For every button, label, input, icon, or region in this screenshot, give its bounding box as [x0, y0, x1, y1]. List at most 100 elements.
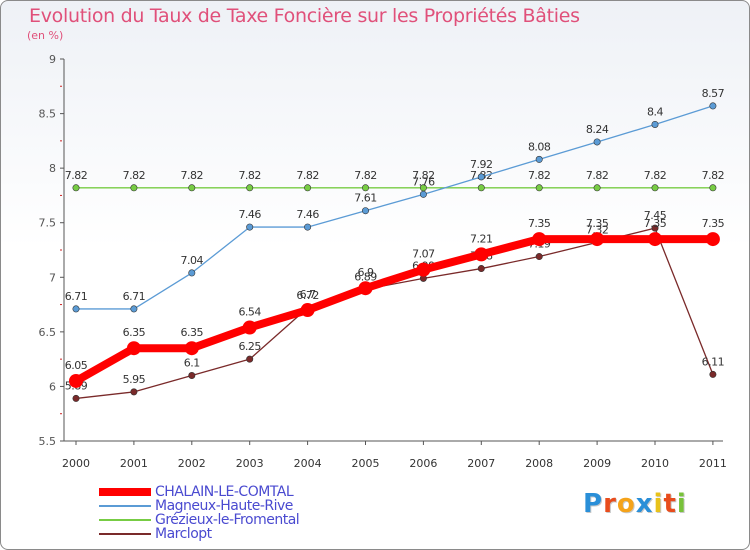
- logo-letter: P: [583, 489, 604, 519]
- logo-letter: o: [616, 489, 636, 519]
- data-label: 7.35: [702, 217, 725, 230]
- y-tick-label: 8.5: [39, 108, 57, 121]
- x-tick-label: 2011: [699, 457, 727, 470]
- x-tick-label: 2010: [641, 457, 669, 470]
- data-point: [242, 320, 257, 335]
- data-label: 7.07: [412, 248, 435, 261]
- data-point: [477, 184, 485, 192]
- x-tick-label: 2006: [409, 457, 437, 470]
- y-tick-label: 8: [49, 162, 56, 175]
- data-label: 8.08: [528, 140, 551, 153]
- data-point: [300, 303, 315, 318]
- series-line-1: [76, 105, 714, 310]
- data-point: [188, 269, 196, 277]
- data-label: 7.82: [65, 169, 88, 182]
- y-tick-label: 6.5: [39, 326, 57, 339]
- data-label: 7.82: [354, 169, 377, 182]
- data-point: [246, 223, 254, 231]
- data-label: 7.45: [644, 209, 667, 222]
- data-point: [651, 224, 659, 232]
- data-label: 7.82: [296, 169, 319, 182]
- data-label: 7.61: [354, 192, 377, 205]
- data-point: [416, 262, 431, 277]
- data-point: [130, 184, 138, 192]
- data-point: [709, 370, 717, 378]
- data-point: [477, 173, 485, 181]
- legend-label-grezieux: Grézieux-le-Fromental: [155, 512, 300, 528]
- data-point: [709, 102, 717, 110]
- x-tick-label: 2007: [467, 457, 495, 470]
- data-label: 6.71: [123, 290, 146, 303]
- logo-letter: x: [635, 489, 654, 519]
- legend-swatch-magneux: [99, 505, 151, 507]
- data-label: 8.24: [586, 123, 609, 136]
- data-point: [361, 207, 369, 215]
- y-tick-label: 7.5: [39, 217, 57, 230]
- data-point: [69, 373, 83, 388]
- data-label: 7.46: [238, 208, 261, 221]
- data-label: 6.05: [65, 359, 88, 372]
- proxiti-logo: Proxiti: [583, 489, 687, 519]
- data-label: 7.82: [181, 169, 204, 182]
- data-label: 7.82: [412, 169, 435, 182]
- data-point: [188, 184, 196, 192]
- data-point: [72, 184, 80, 192]
- data-point: [130, 305, 138, 313]
- data-label: 7.35: [528, 217, 551, 230]
- x-tick-label: 2004: [294, 457, 322, 470]
- data-label: 6.1: [184, 357, 200, 370]
- data-label: 6.11: [702, 355, 725, 368]
- data-point: [705, 232, 720, 247]
- y-tick-label: 9: [49, 53, 56, 66]
- data-label: 7.82: [702, 169, 725, 182]
- data-point: [304, 223, 312, 231]
- y-tick-label: 7: [49, 271, 56, 284]
- y-tick-label: 6: [49, 380, 56, 393]
- data-label: 6.35: [181, 326, 204, 339]
- x-tick-label: 2005: [352, 457, 380, 470]
- data-label: 7.21: [470, 232, 493, 245]
- data-label: 6.54: [238, 305, 261, 318]
- data-label: 7.32: [586, 223, 609, 236]
- data-label: 6.89: [354, 270, 377, 283]
- chart-title: Evolution du Taux de Taxe Foncière sur l…: [29, 5, 580, 27]
- data-label: 7.82: [123, 169, 146, 182]
- data-label: 6.71: [65, 290, 88, 303]
- y-tick-label: 5.5: [39, 435, 57, 448]
- data-label: 7.46: [296, 208, 319, 221]
- data-point: [532, 232, 547, 247]
- x-tick-label: 2008: [525, 457, 553, 470]
- legend-swatch-chalain: [99, 488, 151, 496]
- data-label: 7.04: [181, 254, 204, 267]
- x-tick-label: 2003: [236, 457, 264, 470]
- data-point: [246, 355, 254, 363]
- data-point: [535, 253, 543, 261]
- data-point: [304, 184, 312, 192]
- data-label: 7.82: [238, 169, 261, 182]
- data-point: [184, 341, 199, 356]
- data-label: 8.4: [647, 105, 663, 118]
- legend-label-marclopt: Marclopt: [155, 526, 212, 542]
- data-point: [361, 184, 369, 192]
- data-label: 7.82: [644, 169, 667, 182]
- data-label: 7.35: [586, 217, 609, 230]
- data-label: 6.25: [238, 340, 261, 353]
- data-label: 6.9: [358, 266, 374, 279]
- x-tick-label: 2001: [120, 457, 148, 470]
- data-point: [419, 190, 427, 198]
- legend-label-chalain: CHALAIN-LE-COMTAL: [155, 484, 294, 500]
- data-label: 7.76: [412, 175, 435, 188]
- data-point: [246, 184, 254, 192]
- data-point: [648, 232, 662, 247]
- data-point: [651, 120, 659, 128]
- data-point: [593, 184, 601, 192]
- x-tick-label: 2000: [62, 457, 90, 470]
- legend-label-magneux: Magneux-Haute-Rive: [155, 498, 293, 514]
- data-label: 7.92: [470, 158, 493, 171]
- data-point: [126, 341, 141, 356]
- legend-swatch-grezieux: [99, 519, 151, 521]
- data-label: 7.82: [528, 169, 551, 182]
- x-tick-label: 2002: [178, 457, 206, 470]
